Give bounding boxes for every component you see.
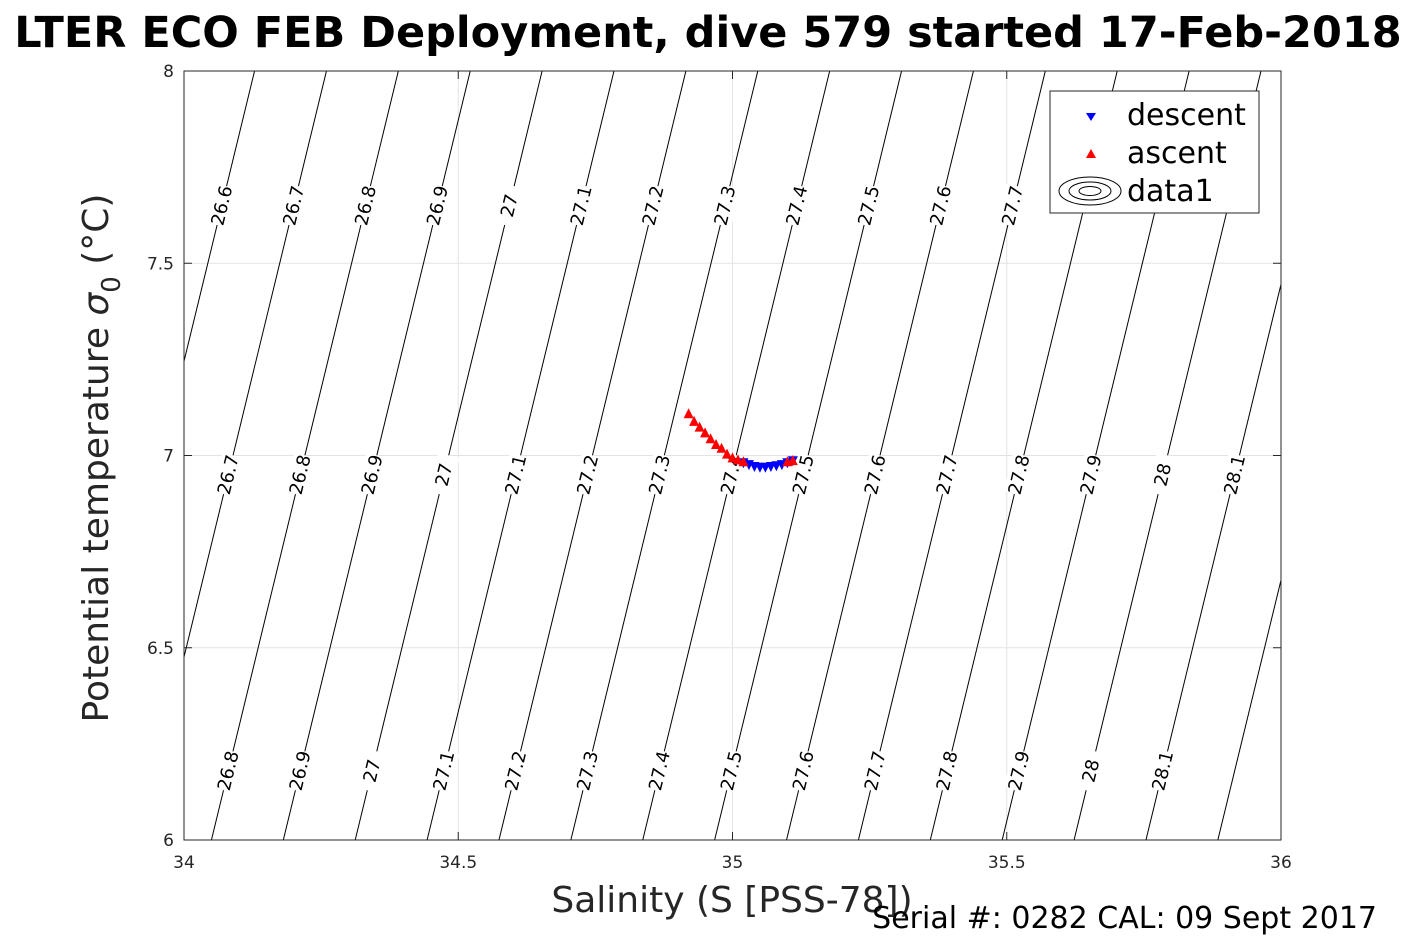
- contour-label-bg: [212, 748, 244, 793]
- legend: descent ascent data1: [1049, 90, 1260, 214]
- contour-label-bg: [781, 183, 813, 228]
- ascent-point: [722, 448, 733, 459]
- contour-label-group: 28.1: [1147, 748, 1179, 793]
- isopycnal-line: [183, 70, 327, 658]
- y-axis-label-unit: (°C): [76, 194, 117, 277]
- contour-label-bg: [350, 183, 382, 228]
- legend-contour-icon: [1058, 176, 1122, 206]
- contour-label-bg: [1003, 452, 1035, 497]
- contour-label-bg: [212, 452, 244, 497]
- contour-label-bg: [284, 452, 316, 497]
- contour-label-bg: [1219, 452, 1251, 497]
- contour-label-bg: [637, 183, 669, 228]
- contour-label-bg: [1147, 452, 1179, 497]
- ascent-point: [700, 427, 711, 438]
- contour-label-bg: [859, 452, 891, 497]
- y-tick-label: 7: [163, 447, 174, 467]
- legend-box: [1049, 90, 1260, 214]
- ascent-point: [716, 442, 727, 453]
- contour-label-bg: [565, 183, 597, 228]
- contour-label-group: 28: [1075, 748, 1107, 793]
- contour-label-bg: [709, 183, 741, 228]
- contour-label-bg: [997, 183, 1029, 228]
- ascent-point: [694, 421, 705, 432]
- contour-label-bg: [716, 748, 747, 793]
- isopycnal-line: [1217, 580, 1282, 841]
- legend-ascent-label: ascent: [1127, 136, 1227, 171]
- ascent-point: [705, 433, 716, 444]
- contour-label-bg: [278, 183, 310, 228]
- x-tick-label: 35.5: [988, 853, 1026, 873]
- legend-ascent-marker: [1086, 149, 1096, 158]
- contour-label-bg: [787, 748, 819, 793]
- ascent-series: [683, 408, 798, 467]
- contour-label-group: 27.8: [1003, 452, 1035, 497]
- contour-label-bg: [572, 748, 604, 793]
- y-axis-label-sigma: σ: [76, 292, 117, 316]
- chart-title: LTER ECO FEB Deployment, dive 579 starte…: [14, 8, 1401, 58]
- contour-label-bg: [931, 748, 963, 793]
- contour-label-bg: [644, 748, 675, 793]
- x-tick-label: 35: [722, 853, 744, 873]
- contour-label-group: 27: [428, 452, 460, 497]
- legend-descent-marker: [1086, 113, 1096, 121]
- x-tick-label: 36: [1270, 853, 1292, 873]
- contour-label-bg: [356, 452, 388, 497]
- ascent-point: [738, 456, 749, 467]
- y-tick-label: 6: [163, 831, 174, 851]
- contour-label-group: 27.4: [644, 748, 675, 793]
- x-tick-label: 34.5: [439, 853, 477, 873]
- y-axis-label-sub: 0: [97, 276, 127, 293]
- y-axis-ticks: 6 6.5 7 7.5 8: [147, 62, 1281, 851]
- contour-label-bg: [1075, 748, 1107, 793]
- contour-label-group: 27.8: [931, 748, 963, 793]
- ascent-point: [727, 452, 738, 463]
- contour-label-bg: [356, 748, 388, 793]
- contour-label-bg: [493, 183, 525, 228]
- serial-calibration-note: Serial #: 0282 CAL: 09 Sept 2017: [872, 901, 1377, 936]
- contour-label-bg: [428, 748, 460, 793]
- x-axis-ticks: 34 34.5 35 35.5 36: [173, 71, 1292, 873]
- contour-label-group: 27.7: [997, 183, 1029, 228]
- contour-label-group: 27: [356, 748, 388, 793]
- contour-label-bg: [644, 452, 676, 497]
- legend-data1-label: data1: [1127, 174, 1214, 209]
- ascent-point: [683, 408, 694, 419]
- ascent-point: [689, 415, 700, 426]
- contour-label-bg: [1075, 452, 1107, 497]
- y-tick-label: 8: [163, 62, 174, 82]
- y-tick-label: 6.5: [147, 639, 174, 659]
- contour-label-bg: [1003, 748, 1035, 793]
- contour-label-bg: [206, 183, 238, 228]
- ascent-point: [787, 455, 798, 466]
- contour-label-bg: [859, 748, 891, 793]
- contour-label-bg: [853, 183, 885, 228]
- x-axis-label: Salinity (S [PSS-78]): [551, 880, 912, 921]
- y-axis-label-main: Potential temperature: [76, 316, 117, 723]
- ascent-point: [711, 438, 722, 449]
- contour-label-bg: [931, 452, 963, 497]
- isopycnal-line: [1145, 284, 1282, 841]
- y-tick-label: 7.5: [147, 254, 174, 274]
- legend-descent-label: descent: [1127, 98, 1246, 133]
- contour-label-bg: [925, 183, 957, 228]
- contour-label-bg: [500, 748, 532, 793]
- x-tick-label: 34: [173, 853, 195, 873]
- contour-label-group: 27.9: [1075, 452, 1107, 497]
- contour-label-bg: [428, 452, 460, 497]
- contour-label-bg: [572, 452, 604, 497]
- contour-label-bg: [422, 183, 453, 228]
- contour-label-bg: [284, 748, 316, 793]
- y-axis-label: Potential temperature σ0 (°C): [76, 194, 127, 723]
- contour-label-group: 27.7: [931, 452, 963, 497]
- contour-label-bg: [500, 452, 532, 497]
- ascent-point: [732, 454, 743, 465]
- contour-label-bg: [1147, 748, 1179, 793]
